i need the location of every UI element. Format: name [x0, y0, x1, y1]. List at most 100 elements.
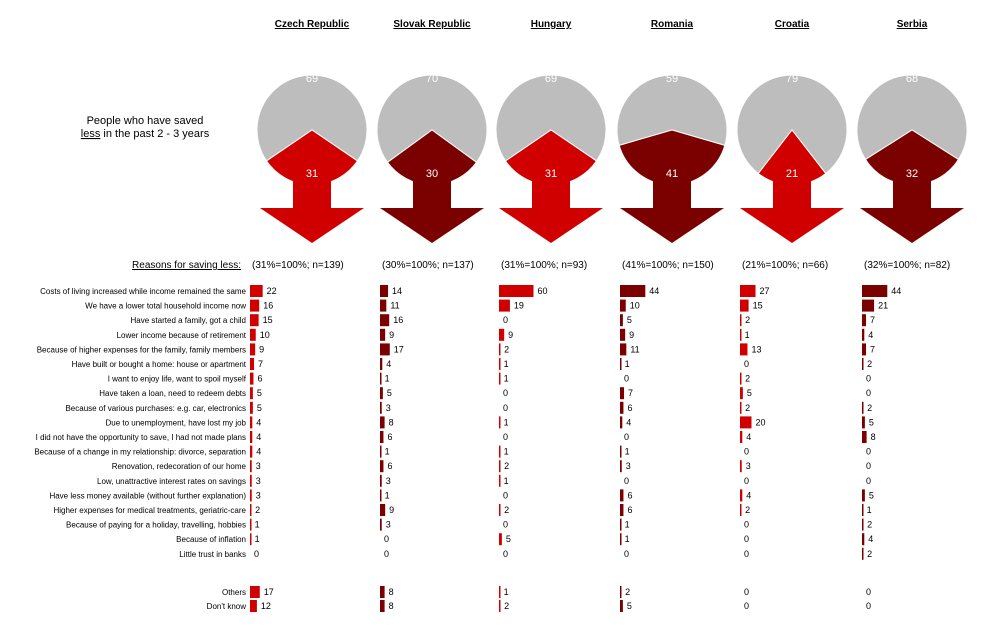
reason-label: Have taken a loan, need to redeem debts — [99, 389, 246, 398]
bar — [499, 328, 505, 341]
bar — [499, 586, 501, 598]
bar-value-label: 7 — [258, 359, 263, 369]
bar — [620, 489, 624, 502]
bar-value-label: 5 — [747, 388, 752, 398]
reason-label: Because of various purchases: e.g. car, … — [65, 404, 246, 413]
bar-value-label: 13 — [751, 344, 761, 354]
bar — [380, 504, 386, 516]
pie-value-label: 32 — [906, 168, 918, 180]
pie-value-label: 69 — [306, 73, 318, 85]
bar — [250, 600, 257, 612]
down-arrow — [499, 178, 603, 243]
country-title: Romania — [651, 19, 694, 30]
bar-value-label: 1 — [504, 417, 509, 427]
bar — [250, 460, 252, 473]
bar-value-label: 9 — [508, 330, 513, 340]
bar-value-label: 5 — [257, 388, 262, 398]
bar-value-label: 8 — [871, 432, 876, 442]
reason-label: Because of paying for a holiday, travell… — [66, 521, 246, 530]
bar — [740, 416, 752, 429]
bar-value-label: 9 — [259, 344, 264, 354]
bar-value-label: 2 — [867, 359, 872, 369]
bar-value-label: 3 — [256, 461, 261, 471]
bar-value-label: 0 — [866, 587, 871, 597]
pie-value-label: 31 — [545, 168, 557, 180]
bar — [499, 358, 501, 370]
bar-value-label: 0 — [503, 432, 508, 442]
bar — [620, 445, 622, 458]
bar-value-label: 0 — [503, 315, 508, 325]
reason-label: We have a lower total household income n… — [85, 302, 246, 311]
pie-value-label: 21 — [786, 168, 798, 180]
bar-value-label: 2 — [867, 403, 872, 413]
bar — [250, 401, 253, 414]
bar — [380, 445, 382, 458]
bar-value-label: 16 — [263, 301, 273, 311]
bar — [380, 474, 382, 487]
bar-value-label: 0 — [866, 601, 871, 611]
bar-value-label: 0 — [866, 447, 871, 457]
bar — [380, 299, 387, 312]
bar-value-label: 1 — [625, 359, 630, 369]
bar-value-label: 4 — [626, 417, 631, 427]
bar-value-label: 1 — [745, 330, 750, 340]
bar — [740, 431, 743, 443]
bar-value-label: 0 — [744, 534, 749, 544]
bar-value-label: 3 — [386, 403, 391, 413]
bar-value-label: 4 — [868, 330, 873, 340]
bar — [740, 504, 742, 516]
bar-value-label: 11 — [630, 344, 639, 354]
bar — [620, 518, 622, 531]
bar — [620, 358, 622, 370]
bar — [250, 504, 252, 516]
pie-slice-saved-more — [616, 74, 728, 146]
bar-value-label: 15 — [263, 315, 273, 325]
bar — [499, 285, 534, 297]
bar-value-label: 6 — [387, 461, 392, 471]
bar-value-label: 9 — [629, 330, 634, 340]
bar-value-label: 0 — [624, 374, 629, 384]
bar-value-label: 0 — [866, 461, 871, 471]
bar-value-label: 5 — [257, 403, 262, 413]
bar-value-label: 0 — [503, 403, 508, 413]
reason-label: Because of inflation — [176, 535, 246, 544]
bar-value-label: 8 — [389, 587, 394, 597]
bar-value-label: 1 — [385, 490, 390, 500]
bar — [380, 285, 389, 297]
country-title: Croatia — [775, 19, 810, 30]
bar — [862, 431, 867, 443]
bar-value-label: 1 — [867, 505, 872, 515]
bar — [250, 387, 253, 400]
bar-value-label: 2 — [504, 344, 509, 354]
bar — [250, 299, 260, 312]
bar-value-label: 4 — [746, 490, 751, 500]
reason-label: Costs of living increased while income r… — [40, 287, 246, 296]
bar — [862, 328, 865, 341]
pie-value-label: 30 — [426, 168, 438, 180]
reason-label: Have started a family, got a child — [131, 316, 246, 325]
headline-rest: in the past 2 - 3 years — [100, 128, 209, 140]
base-note: (31%=100%; n=139) — [252, 260, 344, 271]
bar-value-label: 4 — [868, 534, 873, 544]
bar — [499, 416, 501, 429]
reason-label: Lower income because of retirement — [117, 331, 247, 340]
bar — [740, 343, 748, 356]
bar-value-label: 1 — [625, 447, 630, 457]
bar-value-label: 2 — [255, 505, 260, 515]
reasons-heading: Reasons for saving less: — [132, 260, 241, 271]
bar-value-label: 1 — [385, 447, 390, 457]
bar — [862, 416, 865, 429]
bar-value-label: 16 — [393, 315, 403, 325]
bar — [620, 387, 625, 400]
bar — [380, 328, 386, 341]
base-note: (41%=100%; n=150) — [622, 260, 714, 271]
bar — [862, 343, 867, 356]
bar — [250, 343, 256, 356]
bar-value-label: 0 — [744, 587, 749, 597]
headline-line1: People who have saved — [87, 115, 204, 127]
bar-value-label: 0 — [866, 388, 871, 398]
bar-value-label: 1 — [504, 587, 509, 597]
reason-label: Because of a change in my relationship: … — [34, 448, 246, 457]
